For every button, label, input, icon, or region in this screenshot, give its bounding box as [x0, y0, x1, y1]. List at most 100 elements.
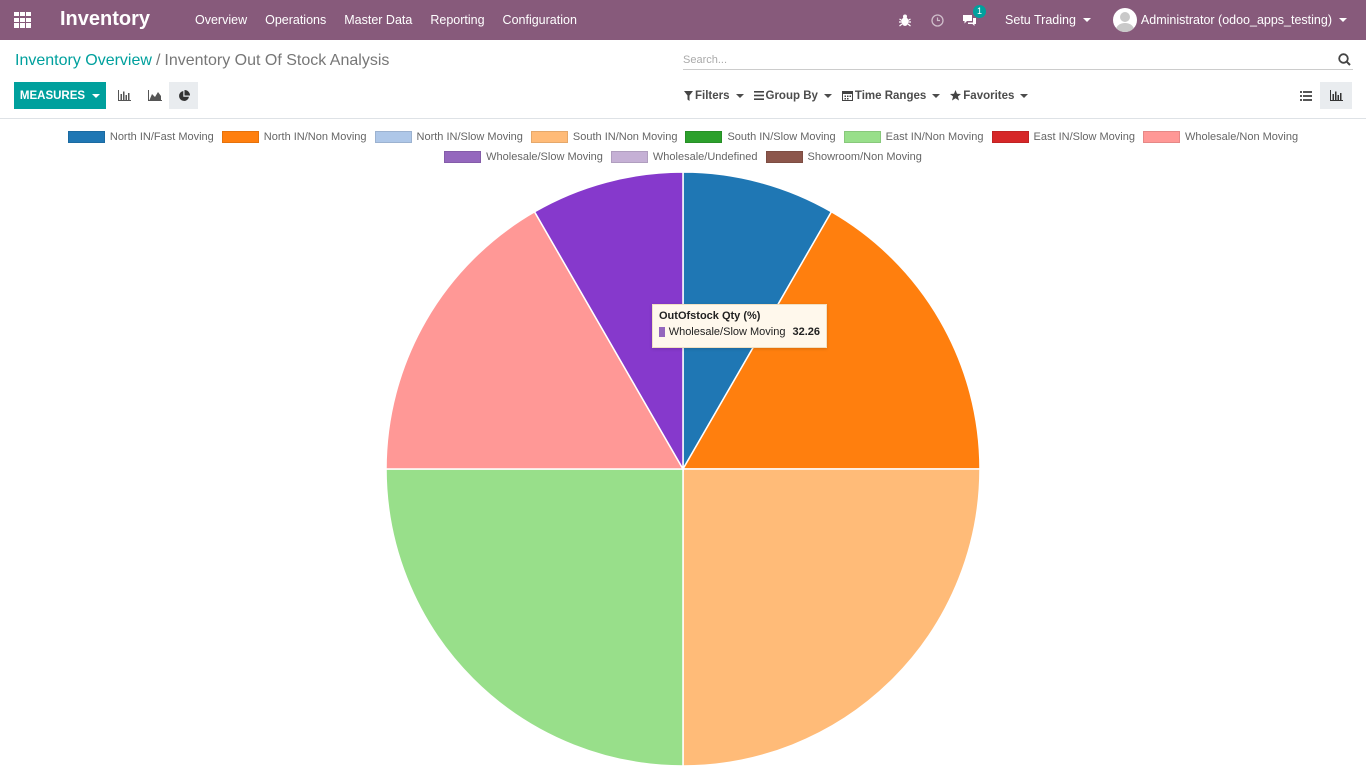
app-title[interactable]: Inventory: [60, 8, 151, 30]
legend-swatch: [374, 131, 412, 143]
list-view-icon: [1300, 90, 1312, 101]
user-menu[interactable]: Administrator (odoo_apps_testing): [1112, 8, 1347, 32]
legend-swatch: [765, 151, 803, 163]
bar-chart-mode-button[interactable]: [110, 82, 139, 109]
pie-slice[interactable]: [533, 171, 684, 472]
legend-label: East IN/Slow Moving: [1033, 131, 1135, 143]
chevron-down-icon: [932, 93, 941, 98]
group-by-dropdown[interactable]: Group By: [753, 89, 832, 102]
legend-swatch: [991, 131, 1029, 143]
chevron-down-icon: [92, 93, 101, 98]
favorites-label: Favorites: [963, 89, 1015, 102]
bar-chart-icon: [118, 90, 131, 101]
legend-item[interactable]: East IN/Slow Moving: [991, 131, 1135, 143]
legend-item[interactable]: North IN/Fast Moving: [67, 131, 214, 143]
pie-slice[interactable]: [682, 468, 981, 767]
graph-view-icon: [1329, 90, 1343, 101]
filter-funnel-icon: [684, 90, 693, 101]
page-title: Inventory Out Of Stock Analysis: [164, 52, 390, 69]
menu-item-master-data[interactable]: Master Data: [344, 13, 413, 27]
calendar-icon: [841, 91, 853, 101]
company-switcher[interactable]: Setu Trading: [1005, 13, 1091, 27]
legend-item[interactable]: Wholesale/Undefined: [610, 151, 758, 163]
legend-swatch: [444, 151, 482, 163]
legend-swatch: [67, 131, 105, 143]
main-menu: Overview Operations Master Data Reportin…: [186, 0, 586, 40]
user-name: Administrator (odoo_apps_testing): [1140, 13, 1332, 27]
search-bar: [683, 50, 1353, 70]
legend-item[interactable]: North IN/Slow Moving: [374, 131, 523, 143]
legend-item[interactable]: Wholesale/Slow Moving: [444, 151, 603, 163]
line-chart-mode-button[interactable]: [140, 82, 169, 109]
systray: 1 Setu Trading Administrator (odoo_apps_…: [891, 0, 1366, 40]
tooltip-title: OutOfstock Qty (%): [659, 310, 761, 322]
list-view-button[interactable]: [1290, 82, 1322, 109]
search-icon[interactable]: [1338, 53, 1351, 66]
measures-button[interactable]: MEASURES: [14, 82, 106, 109]
legend-label: Wholesale/Undefined: [652, 151, 758, 163]
star-icon: [950, 90, 962, 101]
chart-tooltip: OutOfstock Qty (%) Wholesale/Slow Moving…: [652, 304, 827, 348]
legend-swatch: [530, 131, 568, 143]
favorites-dropdown[interactable]: Favorites: [950, 89, 1029, 102]
legend-label: South IN/Non Moving: [572, 131, 678, 143]
legend-item[interactable]: Wholesale/Non Moving: [1142, 131, 1299, 143]
legend-swatch: [685, 131, 723, 143]
legend-label: Wholesale/Slow Moving: [486, 151, 603, 163]
pie-slice[interactable]: [385, 468, 684, 767]
menu-item-operations[interactable]: Operations: [265, 13, 327, 27]
graph-view-button[interactable]: [1320, 82, 1352, 109]
time-ranges-label: Time Ranges: [854, 89, 927, 102]
chart-legend: North IN/Fast Moving North IN/Non Moving N…: [0, 127, 1366, 167]
chevron-down-icon: [1339, 18, 1347, 22]
legend-label: North IN/Non Moving: [263, 131, 367, 143]
time-ranges-dropdown[interactable]: Time Ranges: [841, 89, 941, 102]
tooltip-row: Wholesale/Slow Moving 32.26: [659, 326, 820, 338]
avatar: [1112, 8, 1137, 32]
legend-item[interactable]: South IN/Non Moving: [530, 131, 678, 143]
area-chart-icon: [147, 90, 162, 101]
menu-item-overview[interactable]: Overview: [195, 13, 248, 27]
pie-slice[interactable]: [681, 210, 981, 470]
legend-label: East IN/Non Moving: [885, 131, 984, 143]
activity-clock-icon[interactable]: [929, 12, 945, 28]
measures-label: MEASURES: [19, 89, 86, 102]
legend-item[interactable]: South IN/Slow Moving: [685, 131, 836, 143]
filters-dropdown[interactable]: Filters: [684, 90, 744, 102]
group-by-label: Group By: [765, 89, 818, 102]
legend-label: North IN/Slow Moving: [416, 131, 523, 143]
apps-menu-icon[interactable]: [14, 12, 31, 28]
list-bars-icon: [753, 91, 764, 100]
pie-slice[interactable]: [385, 210, 685, 470]
legend-label: Wholesale/Non Moving: [1184, 131, 1299, 143]
legend-row: North IN/Fast Moving North IN/Non Moving N…: [0, 127, 1366, 147]
legend-label: South IN/Slow Moving: [727, 131, 836, 143]
legend-item[interactable]: Showroom/Non Moving: [765, 151, 922, 163]
breadcrumb-parent[interactable]: Inventory Overview: [15, 52, 152, 69]
debug-bug-icon[interactable]: [897, 12, 913, 28]
legend-item[interactable]: North IN/Non Moving: [221, 131, 367, 143]
menu-item-configuration[interactable]: Configuration: [502, 13, 577, 27]
legend-row: Wholesale/Slow Moving Wholesale/Undefined…: [0, 147, 1366, 167]
messages-badge: 1: [973, 5, 987, 18]
chevron-down-icon: [1082, 18, 1091, 22]
tooltip-label: Wholesale/Slow Moving: [668, 326, 786, 338]
tooltip-swatch: [659, 327, 665, 337]
legend-swatch: [843, 131, 881, 143]
pie-chart-icon: [178, 89, 190, 101]
menu-item-reporting[interactable]: Reporting: [430, 13, 485, 27]
breadcrumb: Inventory Overview / Inventory Out Of Stoc…: [15, 52, 389, 70]
control-panel-divider: [0, 118, 1366, 119]
legend-swatch: [610, 151, 648, 163]
company-name: Setu Trading: [1005, 13, 1076, 27]
chevron-down-icon: [735, 93, 744, 98]
chevron-down-icon: [1020, 93, 1029, 98]
legend-item[interactable]: East IN/Non Moving: [843, 131, 984, 143]
top-navbar: Inventory Overview Operations Master Dat…: [0, 0, 1366, 40]
legend-label: North IN/Fast Moving: [109, 131, 214, 143]
pie-chart-mode-button[interactable]: [169, 82, 198, 109]
search-options: Filters Group By Time Ranges Favorites: [684, 82, 1038, 109]
search-input[interactable]: [683, 52, 1323, 66]
pie-chart[interactable]: [0, 119, 1366, 768]
messages-chat-icon[interactable]: 1: [961, 5, 987, 28]
